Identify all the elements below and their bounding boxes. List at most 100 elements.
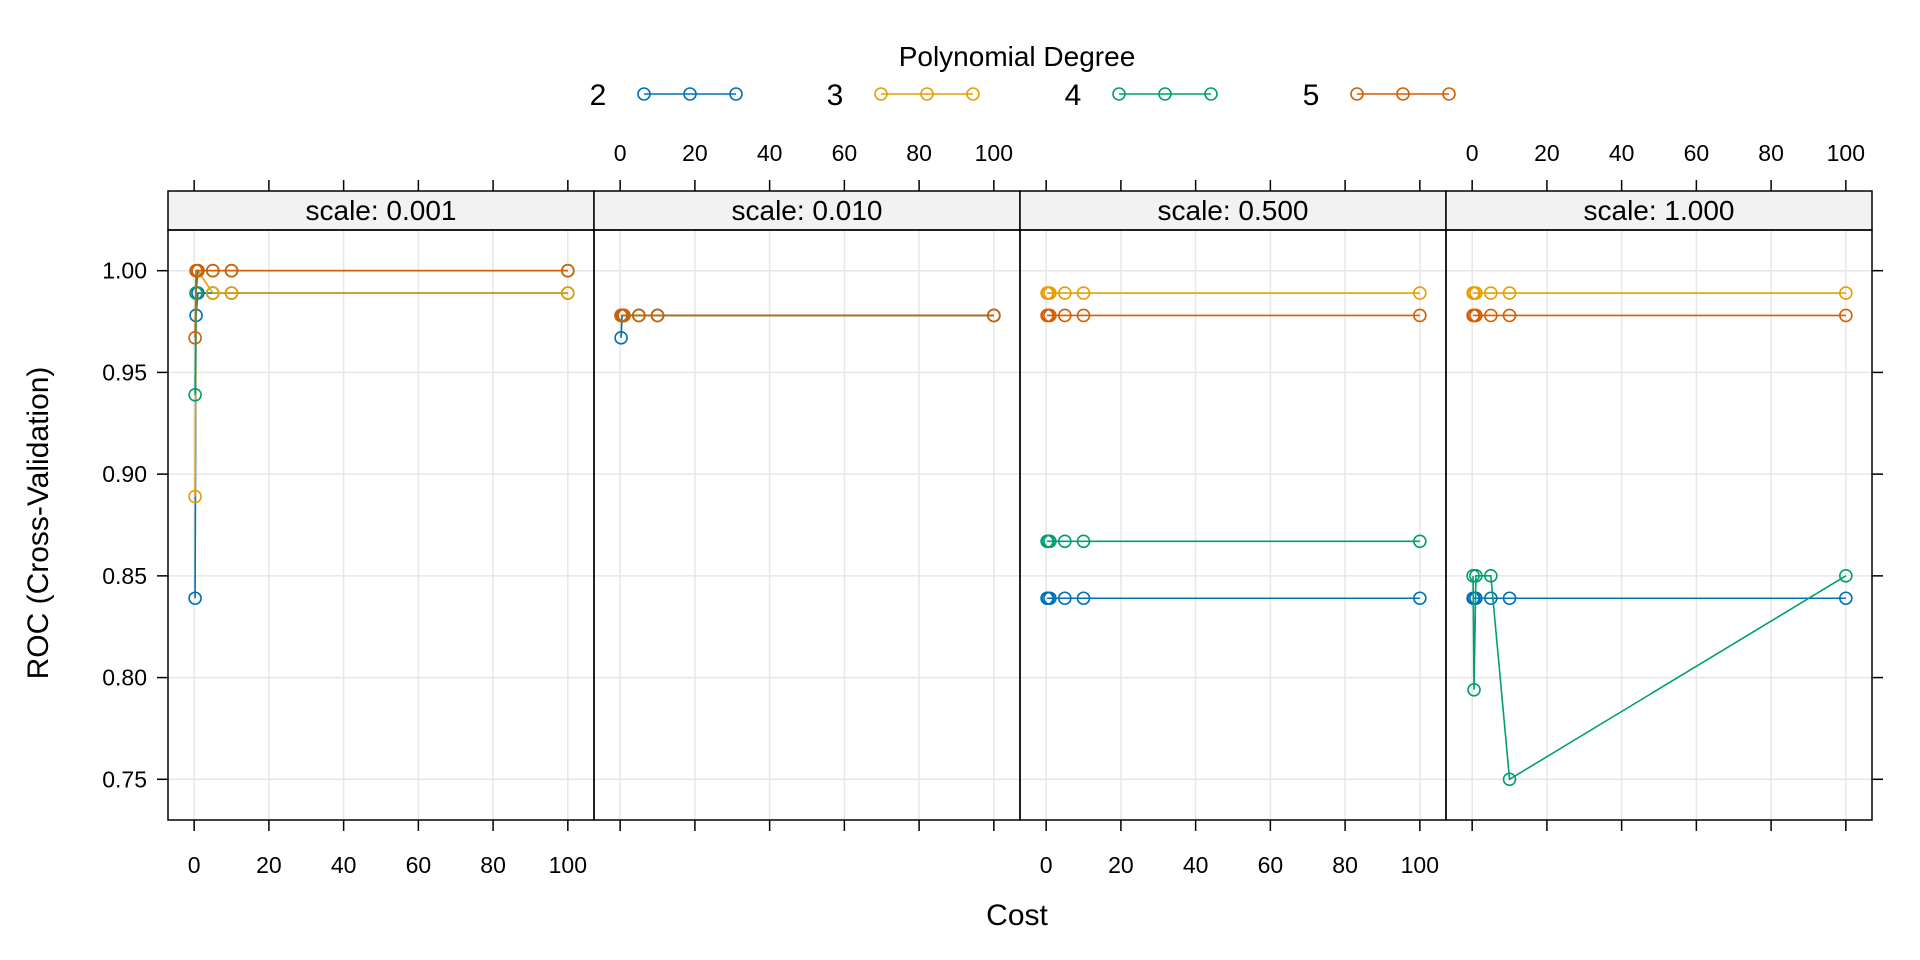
- y-tick-label: 0.90: [102, 461, 147, 487]
- y-tick-label: 1.00: [102, 258, 147, 284]
- series-line-degree-4: [1472, 575, 1847, 781]
- y-tick-label: 0.85: [102, 563, 147, 589]
- gridlines: [168, 230, 1872, 820]
- strip-label: scale: 0.010: [732, 195, 883, 226]
- data-point-degree-3: [1502, 286, 1517, 300]
- panel-frame: [1019, 229, 1447, 821]
- data-point-degree-3: [1839, 286, 1853, 300]
- data-point-degree-4: [1043, 534, 1057, 549]
- legend-marker-3-1: [920, 87, 934, 101]
- x-tick-label: 80: [480, 852, 506, 878]
- panel-series-4: [1466, 286, 1853, 787]
- data-point-degree-2: [1043, 591, 1057, 606]
- panel-frame: [167, 229, 595, 821]
- x-tick-label: 60: [1684, 140, 1710, 166]
- x-tick-label: 100: [1401, 852, 1439, 878]
- data-point-degree-5: [1839, 308, 1853, 323]
- x-tick-label: 100: [1827, 140, 1865, 166]
- data-point-degree-2: [1484, 591, 1498, 606]
- data-point-degree-5: [987, 308, 1001, 323]
- x-tick-label: 60: [832, 140, 858, 166]
- series-lines: [188, 263, 1853, 787]
- data-point-degree-5: [617, 308, 631, 323]
- data-point-degree-4: [1502, 772, 1517, 787]
- data-point-degree-2: [1502, 591, 1517, 606]
- legend-label-2: 2: [590, 79, 607, 112]
- strip-background: [1445, 190, 1873, 231]
- data-point-degree-4: [1469, 569, 1483, 583]
- x-tick-label: 0: [1466, 140, 1479, 166]
- x-tick-label: 40: [331, 852, 357, 878]
- x-tick-label: 40: [1183, 852, 1209, 878]
- data-point-degree-5: [191, 263, 205, 278]
- legend-marker-5-0: [1350, 87, 1364, 101]
- data-point-degree-4: [1839, 569, 1853, 583]
- x-tick-label: 0: [188, 852, 201, 878]
- x-tick-label: 20: [1108, 852, 1134, 878]
- x-tick-label: 40: [757, 140, 783, 166]
- data-point-degree-3: [1484, 286, 1498, 300]
- data-point-degree-2: [614, 331, 628, 345]
- legend-marker-3-0: [874, 87, 888, 101]
- series-line-degree-5: [194, 269, 568, 338]
- legend-label-5: 5: [1303, 79, 1320, 112]
- strip-label: scale: 0.001: [306, 195, 457, 226]
- data-point-degree-5: [1413, 308, 1427, 323]
- series-line-degree-3: [194, 268, 568, 497]
- data-point-degree-3: [561, 286, 575, 300]
- legend-marker-4-1: [1158, 87, 1172, 101]
- y-tick-label: 0.80: [102, 665, 147, 691]
- data-point-degree-4: [1484, 569, 1498, 583]
- panel-series-2: [614, 308, 1001, 345]
- data-point-degree-5: [650, 308, 665, 323]
- x-tick-label: 60: [406, 852, 432, 878]
- data-point-degree-5: [1502, 308, 1517, 323]
- strip-background: [1019, 190, 1447, 231]
- x-tick-label: 20: [256, 852, 282, 878]
- data-point-degree-5: [561, 263, 575, 278]
- data-point-degree-4: [1076, 534, 1091, 549]
- series-line-degree-4: [194, 269, 568, 395]
- legend-marker-2-2: [729, 87, 743, 101]
- data-point-degree-2: [1058, 591, 1072, 606]
- data-point-degree-4: [1467, 682, 1481, 697]
- y-tick-label: 0.75: [102, 766, 147, 792]
- axes: 0 20 40 60 80 100 0 20 40 60 80 100 0 20 40 60 80 100 0 20 4…: [102, 140, 1883, 878]
- y-tick-label: 0.95: [102, 359, 147, 385]
- y-axis-title: ROC (Cross-Validation): [22, 367, 55, 680]
- x-tick-label: 60: [1258, 852, 1284, 878]
- data-point-degree-3: [1043, 286, 1057, 300]
- legend-marker-4-0: [1112, 87, 1126, 101]
- legend-label-4: 4: [1065, 79, 1082, 112]
- data-point-degree-5: [632, 308, 646, 323]
- x-tick-label: 0: [614, 140, 627, 166]
- x-tick-label: 100: [975, 140, 1013, 166]
- legend-label-3: 3: [827, 79, 844, 112]
- data-point-degree-5: [188, 331, 202, 345]
- x-tick-label: 80: [906, 140, 932, 166]
- data-point-degree-5: [206, 263, 220, 278]
- strip-background: [167, 190, 595, 231]
- data-point-degree-5: [224, 263, 239, 278]
- data-point-degree-4: [1413, 534, 1427, 549]
- data-point-degree-2: [188, 591, 202, 606]
- panel-frame: [1445, 229, 1873, 821]
- data-point-degree-2: [1839, 591, 1853, 606]
- legend-marker-2-0: [637, 87, 651, 101]
- data-point-degree-4: [188, 387, 202, 402]
- data-point-degree-5: [1043, 308, 1057, 323]
- panel-series-3: [1040, 286, 1427, 606]
- series-line-degree-2: [620, 314, 994, 338]
- x-tick-label: 100: [549, 852, 587, 878]
- legend-marker-4-2: [1204, 87, 1218, 101]
- data-point-degree-5: [1484, 308, 1498, 323]
- data-point-degree-5: [1469, 308, 1483, 323]
- x-axis-title: Cost: [986, 899, 1048, 932]
- data-point-degree-2: [1076, 591, 1091, 606]
- strip-label: scale: 1.000: [1584, 195, 1735, 226]
- data-point-degree-5: [1058, 308, 1072, 323]
- legend-marker-3-2: [966, 87, 980, 101]
- data-point-degree-3: [1469, 286, 1483, 300]
- legend-marker-2-1: [683, 87, 697, 101]
